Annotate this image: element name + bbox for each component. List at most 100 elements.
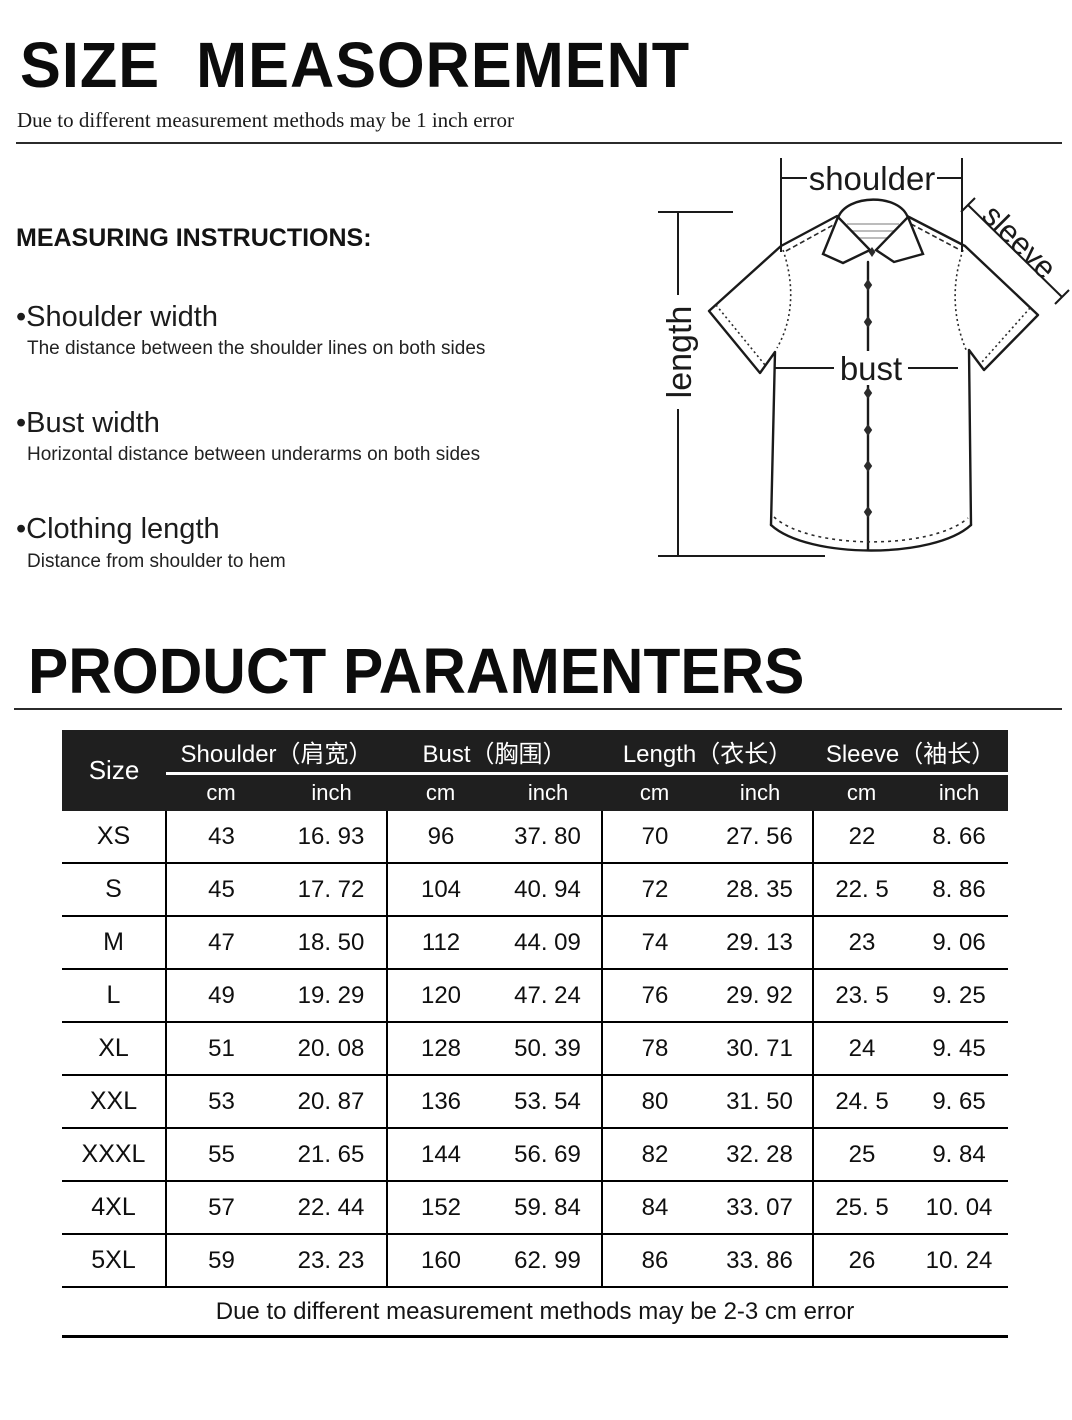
right-cuff-stitch (981, 307, 1031, 363)
measuring-instructions: MEASURING INSTRUCTIONS: •Shoulder width … (16, 224, 626, 619)
instruction-item: •Clothing length Distance from shoulder … (16, 513, 626, 573)
cell: 9. 65 (910, 1075, 1009, 1129)
hem-stitch (773, 516, 969, 543)
cell: 31. 50 (707, 1075, 814, 1129)
cell: 26 (812, 1234, 911, 1288)
size-value: 5XL (62, 1234, 166, 1288)
cell: 53. 54 (494, 1075, 603, 1129)
cell: 96 (386, 811, 495, 864)
cell: 49 (165, 969, 276, 1023)
cell: 120 (386, 969, 495, 1023)
cell: 10. 04 (910, 1181, 1009, 1235)
button (863, 279, 873, 291)
instruction-desc: Horizontal distance between underarms on… (27, 444, 481, 466)
buttons (863, 247, 876, 518)
cell: 144 (386, 1128, 495, 1182)
collar-button (868, 247, 876, 257)
page-subtitle: Due to different measurement methods may… (17, 108, 515, 132)
cell: 17. 72 (276, 863, 388, 917)
table-row: L 49 19. 29 120 47. 24 76 29. 92 23. 5 9… (62, 969, 1009, 1023)
cell: 8. 66 (910, 811, 1009, 864)
button (863, 460, 873, 472)
diagram-labels: shoulder length bust sleeve (660, 160, 1063, 409)
cell: 57 (165, 1181, 276, 1235)
cell: 25. 5 (812, 1181, 911, 1235)
left-cuff-stitch (715, 304, 766, 366)
cell: 55 (165, 1128, 276, 1182)
table-row: S 45 17. 72 104 40. 94 72 28. 35 22. 5 8… (62, 863, 1009, 917)
page-title: SIZE MEASOREMENT (20, 29, 691, 101)
size-value: 4XL (62, 1181, 166, 1235)
shirt-right-outline (907, 215, 1040, 527)
collar (821, 198, 925, 265)
cell: 80 (601, 1075, 708, 1129)
shoulder-label: shoulder (809, 160, 936, 197)
table-row: XXL 53 20. 87 136 53. 54 80 31. 50 24. 5… (62, 1075, 1009, 1129)
instruction-term: •Shoulder width (16, 301, 218, 333)
cell: 62. 99 (494, 1234, 603, 1288)
cell: 29. 13 (707, 916, 814, 970)
instructions-heading: MEASURING INSTRUCTIONS: (16, 224, 372, 252)
bust-label-bg (834, 351, 908, 385)
cell: 44. 09 (494, 916, 603, 970)
section-divider (14, 708, 1062, 710)
right-armhole-stitch (954, 249, 968, 353)
cell: 59 (165, 1234, 276, 1288)
top-divider (16, 142, 1062, 144)
cell: 43 (165, 811, 276, 864)
collar-right-lapel (874, 214, 925, 264)
cell: 84 (601, 1181, 708, 1235)
cell: 23. 23 (276, 1234, 388, 1288)
cell: 10. 24 (910, 1234, 1009, 1288)
cell: 22. 44 (276, 1181, 388, 1235)
cell: 32. 28 (707, 1128, 814, 1182)
size-value: XS (62, 811, 166, 864)
cell: 8. 86 (910, 863, 1009, 917)
cell: 28. 35 (707, 863, 814, 917)
shoulder-label-bg (807, 160, 937, 197)
length-label: length (661, 306, 699, 399)
collar-band (836, 198, 910, 219)
col-header-bust: Bust（胸围） (387, 730, 603, 775)
shirt-outline (707, 214, 1040, 552)
cell: 20. 87 (276, 1075, 388, 1129)
note-row: Due to different measurement methods may… (62, 1287, 1009, 1338)
size-value: XL (62, 1022, 166, 1076)
sleeve-dimension-line (967, 204, 1063, 298)
size-value: XXXL (62, 1128, 166, 1182)
cell: 29. 92 (707, 969, 814, 1023)
cell: 25 (812, 1128, 911, 1182)
cell: 18. 50 (276, 916, 388, 970)
size-value: M (62, 916, 166, 970)
table-row: M 47 18. 50 112 44. 09 74 29. 13 23 9. 0… (62, 916, 1009, 970)
cell: 23. 5 (812, 969, 911, 1023)
table-row: XL 51 20. 08 128 50. 39 78 30. 71 24 9. … (62, 1022, 1009, 1076)
cell: 47. 24 (494, 969, 603, 1023)
shirt-measurement-diagram: shoulder length bust sleeve (658, 158, 1070, 557)
cell: 152 (386, 1181, 495, 1235)
col-header-shoulder: Shoulder（肩宽） (166, 730, 388, 775)
cell: 23 (812, 916, 911, 970)
size-table-body: XS 43 16. 93 96 37. 80 70 27. 56 22 8. 6… (62, 811, 1009, 1288)
sleeve-label: sleeve (975, 198, 1063, 286)
cell: 30. 71 (707, 1022, 814, 1076)
cell: 21. 65 (276, 1128, 388, 1182)
unit-header: cm (387, 773, 495, 811)
cell: 19. 29 (276, 969, 388, 1023)
collar-left-lapel (821, 214, 873, 265)
cell: 33. 07 (707, 1181, 814, 1235)
table-row: 4XL 57 22. 44 152 59. 84 84 33. 07 25. 5… (62, 1181, 1009, 1235)
cell: 9. 45 (910, 1022, 1009, 1076)
cell: 128 (386, 1022, 495, 1076)
cell: 82 (601, 1128, 708, 1182)
cell: 70 (601, 811, 708, 864)
unit-header: inch (910, 773, 1009, 811)
length-label-bg (660, 295, 697, 409)
unit-header-row: cm inch cm inch cm inch cm inch (62, 773, 1009, 811)
size-table: Size Shoulder（肩宽） Bust（胸围） Length（衣长） Sl… (62, 730, 1009, 1338)
size-value: XXL (62, 1075, 166, 1129)
table-note: Due to different measurement methods may… (62, 1287, 1009, 1338)
sleeve-start-tick (960, 197, 976, 213)
cell: 27. 56 (707, 811, 814, 864)
sleeve-end-tick (1054, 289, 1070, 305)
